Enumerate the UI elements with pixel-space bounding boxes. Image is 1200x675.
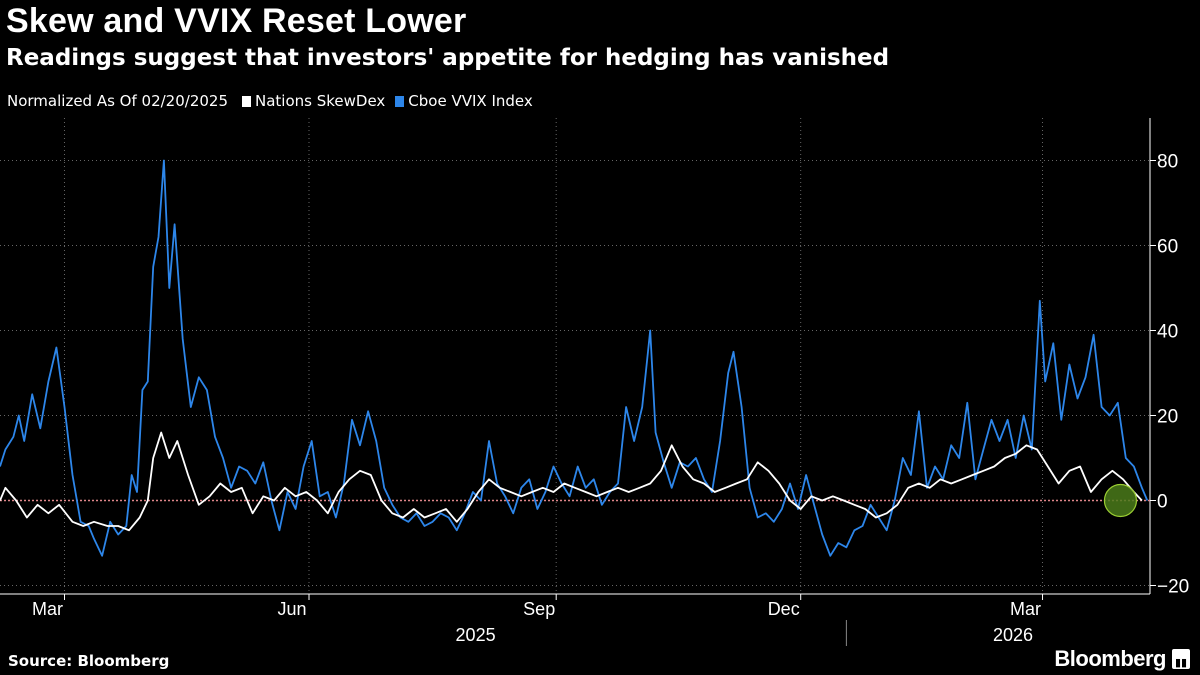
- x-tick-label: Sep: [523, 599, 555, 619]
- y-tick-label: 20: [1157, 407, 1178, 428]
- series-line-skewdex: [0, 431, 1143, 532]
- y-tick-label: 80: [1157, 152, 1178, 173]
- brand-name: Bloomberg: [1054, 646, 1166, 671]
- y-tick-label: 40: [1157, 322, 1178, 343]
- legend-label-vvix: Cboe VVIX Index: [408, 92, 533, 110]
- legend-label-skewdex: Nations SkewDex: [255, 92, 386, 110]
- year-label: 2026: [993, 625, 1033, 645]
- x-tick-label: Mar: [1010, 599, 1041, 619]
- legend-item-skewdex: Nations SkewDex: [242, 92, 385, 110]
- legend-item-vvix: Cboe VVIX Index: [395, 92, 533, 110]
- chart-title: Skew and VVIX Reset Lower: [6, 2, 467, 40]
- y-tick-label: 60: [1157, 237, 1178, 258]
- legend: Normalized As Of 02/20/2025 Nations Skew…: [7, 92, 543, 110]
- legend-swatch-vvix: [395, 95, 405, 107]
- year-label: 2025: [456, 625, 496, 645]
- legend-swatch-skewdex: [242, 95, 251, 107]
- highlight-marker: [1103, 483, 1138, 518]
- series-line-vvix: [0, 159, 1149, 557]
- x-tick-label: Jun: [277, 599, 306, 619]
- y-tick-label: −20: [1157, 577, 1189, 598]
- source-note: Source: Bloomberg: [8, 652, 170, 670]
- x-tick-label: Dec: [768, 599, 800, 619]
- x-tick-label: Mar: [32, 599, 63, 619]
- bloomberg-logo-icon: ▮▮: [1172, 649, 1190, 669]
- y-tick-label: 0: [1157, 492, 1168, 513]
- brand: Bloomberg ▮▮: [1054, 646, 1190, 672]
- chart-subtitle: Readings suggest that investors' appetit…: [6, 45, 890, 71]
- legend-normalization-note: Normalized As Of 02/20/2025: [7, 92, 228, 110]
